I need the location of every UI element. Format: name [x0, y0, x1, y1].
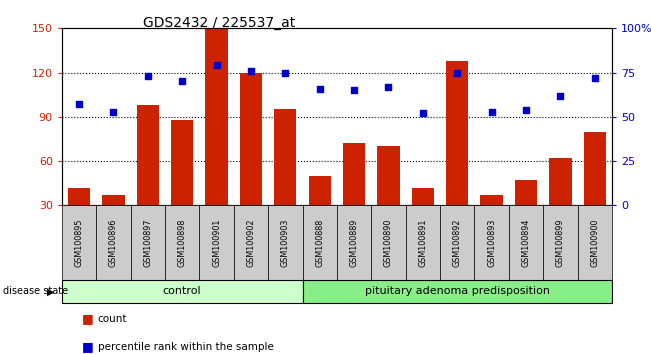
Text: GSM100891: GSM100891 [419, 218, 427, 267]
Text: GSM100890: GSM100890 [384, 218, 393, 267]
Bar [96, 205, 131, 280]
Bar [543, 205, 577, 280]
Bar [234, 205, 268, 280]
Point [349, 87, 359, 93]
Text: GSM100888: GSM100888 [315, 218, 324, 267]
Point [177, 79, 187, 84]
Bar [240, 73, 262, 250]
Bar [137, 105, 159, 250]
Point [383, 84, 394, 90]
Bar [577, 205, 612, 280]
Bar [165, 205, 199, 280]
Text: ■: ■ [82, 341, 94, 353]
Bar [411, 188, 434, 250]
Bar [371, 205, 406, 280]
Bar [378, 146, 400, 250]
Point [521, 107, 531, 113]
Text: ■: ■ [82, 312, 94, 325]
Point [280, 70, 290, 75]
Text: GSM100900: GSM100900 [590, 218, 600, 267]
Text: disease state: disease state [3, 286, 68, 296]
Bar [274, 109, 296, 250]
Point [212, 63, 222, 68]
Bar [68, 188, 90, 250]
Point [555, 93, 566, 98]
Text: pituitary adenoma predisposition: pituitary adenoma predisposition [365, 286, 549, 296]
Point [74, 102, 84, 107]
Bar [343, 143, 365, 250]
Bar [268, 205, 303, 280]
Bar [205, 28, 228, 250]
Bar [440, 205, 475, 280]
Text: ▶: ▶ [46, 286, 54, 296]
Text: GSM100895: GSM100895 [74, 218, 83, 267]
Bar [303, 280, 612, 303]
Bar [480, 195, 503, 250]
Bar [549, 158, 572, 250]
Text: GSM100892: GSM100892 [452, 218, 462, 267]
Bar [199, 205, 234, 280]
Point [452, 70, 462, 75]
Point [486, 109, 497, 114]
Bar [62, 280, 303, 303]
Text: GSM100893: GSM100893 [487, 218, 496, 267]
Text: GSM100902: GSM100902 [247, 218, 255, 267]
Bar [446, 61, 469, 250]
Bar [102, 195, 124, 250]
Text: percentile rank within the sample: percentile rank within the sample [98, 342, 273, 352]
Text: GSM100896: GSM100896 [109, 218, 118, 267]
Text: GSM100903: GSM100903 [281, 218, 290, 267]
Point [590, 75, 600, 81]
Point [314, 86, 325, 91]
Text: GSM100901: GSM100901 [212, 218, 221, 267]
Bar [509, 205, 543, 280]
Bar [303, 205, 337, 280]
Text: control: control [163, 286, 202, 296]
Text: GSM100897: GSM100897 [143, 218, 152, 267]
Text: GSM100894: GSM100894 [521, 218, 531, 267]
Point [418, 110, 428, 116]
Point [245, 68, 256, 74]
Bar [406, 205, 440, 280]
Bar [583, 132, 606, 250]
Bar [309, 176, 331, 250]
Point [143, 73, 153, 79]
Bar [515, 180, 537, 250]
Bar [475, 205, 509, 280]
Bar [131, 205, 165, 280]
Text: GDS2432 / 225537_at: GDS2432 / 225537_at [143, 16, 296, 30]
Text: GSM100889: GSM100889 [350, 218, 359, 267]
Point [108, 109, 118, 114]
Bar [62, 205, 96, 280]
Bar [171, 120, 193, 250]
Text: count: count [98, 314, 127, 324]
Bar [337, 205, 371, 280]
Text: GSM100898: GSM100898 [178, 218, 187, 267]
Text: GSM100899: GSM100899 [556, 218, 565, 267]
